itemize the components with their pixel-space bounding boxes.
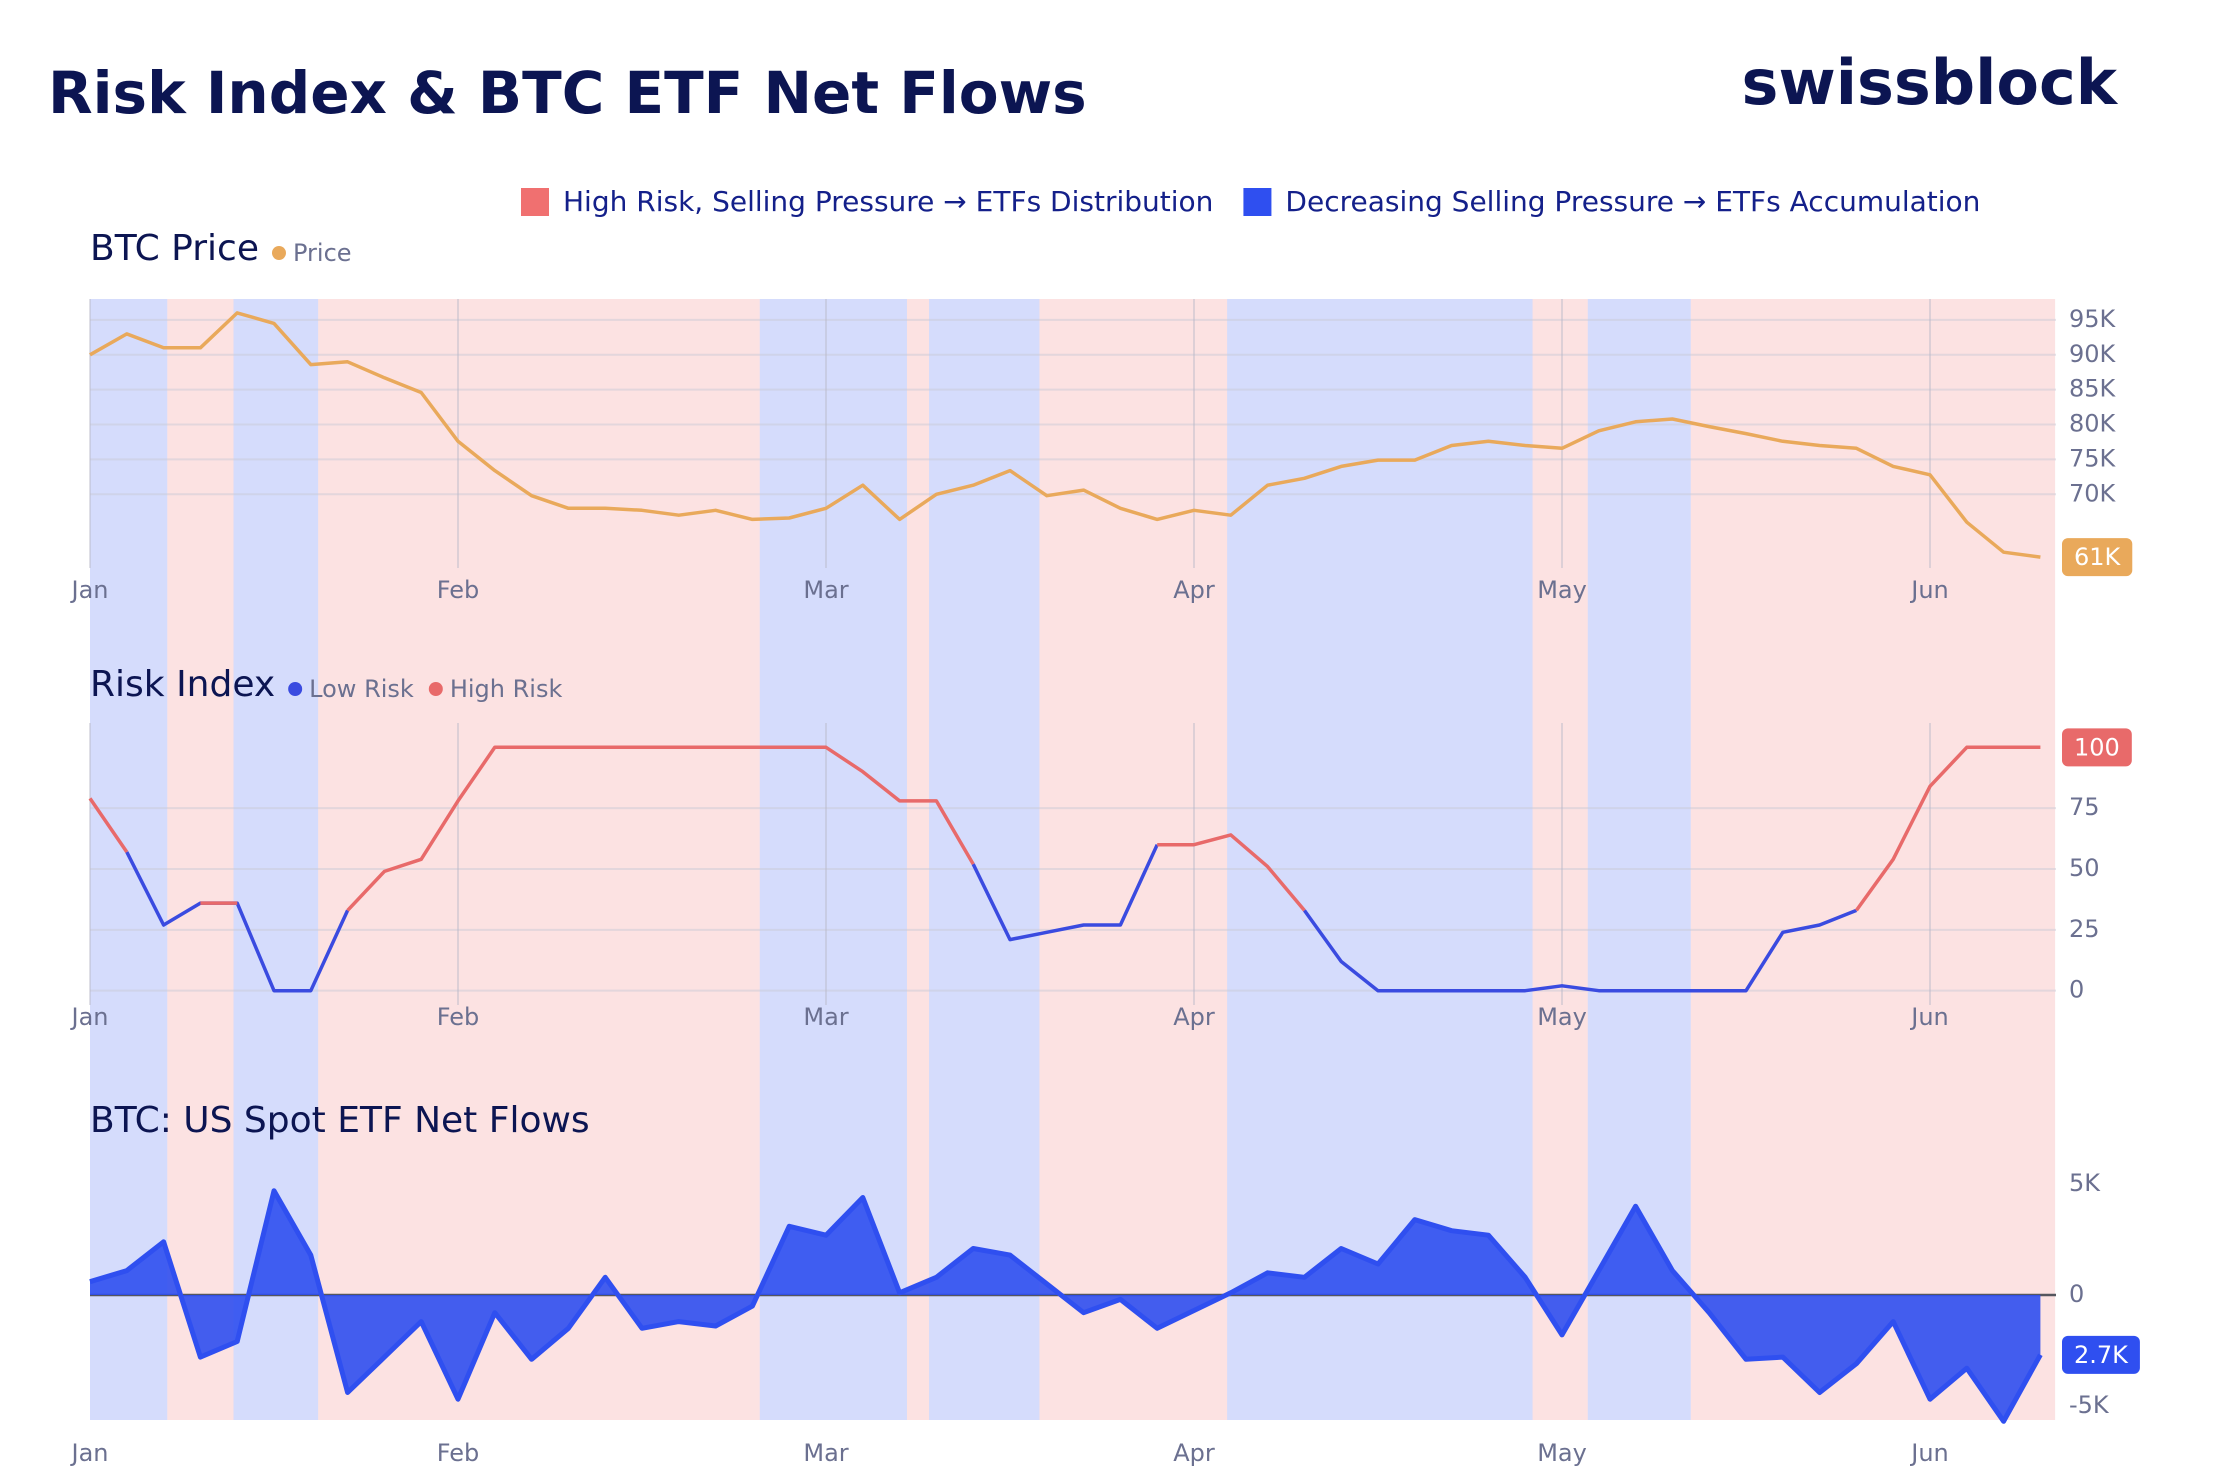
y-tick-label: 0 (2069, 976, 2084, 1004)
x-tick-label: Mar (803, 576, 848, 604)
band (167, 299, 234, 1420)
last-value-label: 100 (2074, 733, 2120, 761)
line (89, 311, 2041, 559)
last-value: 2.7K (2062, 1335, 2140, 1374)
x-tick-label: Feb (437, 576, 480, 604)
line (89, 1188, 2043, 1424)
x-tick-label: May (1537, 576, 1587, 604)
legend-dot (271, 246, 286, 260)
line (88, 745, 2041, 912)
x-tick-label: Jan (70, 576, 109, 604)
legend-dot (428, 682, 443, 696)
bands (90, 299, 2056, 1420)
x-tick-label: Apr (1173, 1003, 1215, 1031)
y-tick-label: 70K (2069, 479, 2117, 507)
y-tick-label: 5K (2069, 1169, 2101, 1197)
last-value-box (2062, 728, 2132, 767)
y-tick-label: 75 (2069, 793, 2100, 821)
x-tick-label: Mar (803, 1003, 848, 1031)
x-tick-label: Apr (1173, 1439, 1215, 1467)
y-tick-label: 25 (2069, 915, 2100, 943)
band (906, 299, 930, 1420)
y-tick-label: 95K (2069, 305, 2117, 333)
band (318, 299, 760, 1420)
last-value-label: 61K (2074, 543, 2122, 571)
x-tick-label: Jun (1909, 1003, 1949, 1031)
panel-title: BTC Price (90, 228, 259, 269)
x-tick-label: Feb (437, 1439, 480, 1467)
x-tick-label: Jan (70, 1003, 109, 1031)
legend-swatch (1243, 188, 1272, 216)
x-tick-label: Jun (1909, 1439, 1949, 1467)
band (1690, 299, 2056, 1420)
x-tick-label: May (1537, 1439, 1587, 1467)
y-tick-label: 0 (2069, 1280, 2084, 1308)
panel-title: BTC: US Spot ETF Net Flows (90, 1100, 590, 1141)
legend-label: Low Risk (309, 675, 414, 703)
chart-title: Risk Index & BTC ETF Net Flows (48, 59, 1087, 127)
x-tick-label: Jan (70, 1439, 109, 1467)
legend-label: High Risk, Selling Pressure → ETFs Distr… (563, 185, 1213, 218)
x-tick-label: Apr (1173, 576, 1215, 604)
band (929, 299, 1040, 1420)
x-tick-label: Feb (437, 1003, 480, 1031)
x-tick-label: Jun (1909, 576, 1949, 604)
y-tick-label: 75K (2069, 444, 2117, 472)
legend-swatch (521, 188, 549, 216)
legend-label: Price (293, 239, 352, 267)
x-tick-label: May (1537, 1003, 1587, 1031)
last-value: 100 (2062, 728, 2132, 767)
x-tick-label: Mar (803, 1439, 848, 1467)
legend-label: Decreasing Selling Pressure → ETFs Accum… (1285, 185, 1980, 218)
panel-title: Risk Index (90, 664, 275, 705)
legend-label: High Risk (450, 675, 563, 703)
band (1532, 299, 1588, 1420)
y-tick-label: 85K (2069, 375, 2117, 403)
legend-dot (288, 682, 303, 696)
last-value-label: 2.7K (2074, 1341, 2129, 1369)
last-value-box (2062, 1335, 2140, 1374)
y-tick-label: 50 (2069, 854, 2100, 882)
band (1039, 299, 1228, 1420)
last-value-box (2062, 538, 2133, 577)
logo: swissblock (1742, 46, 2119, 119)
y-tick-label: -5K (2069, 1391, 2110, 1419)
y-tick-label: 80K (2069, 410, 2117, 438)
y-tick-label: 90K (2069, 340, 2117, 368)
last-value: 61K (2062, 538, 2133, 577)
